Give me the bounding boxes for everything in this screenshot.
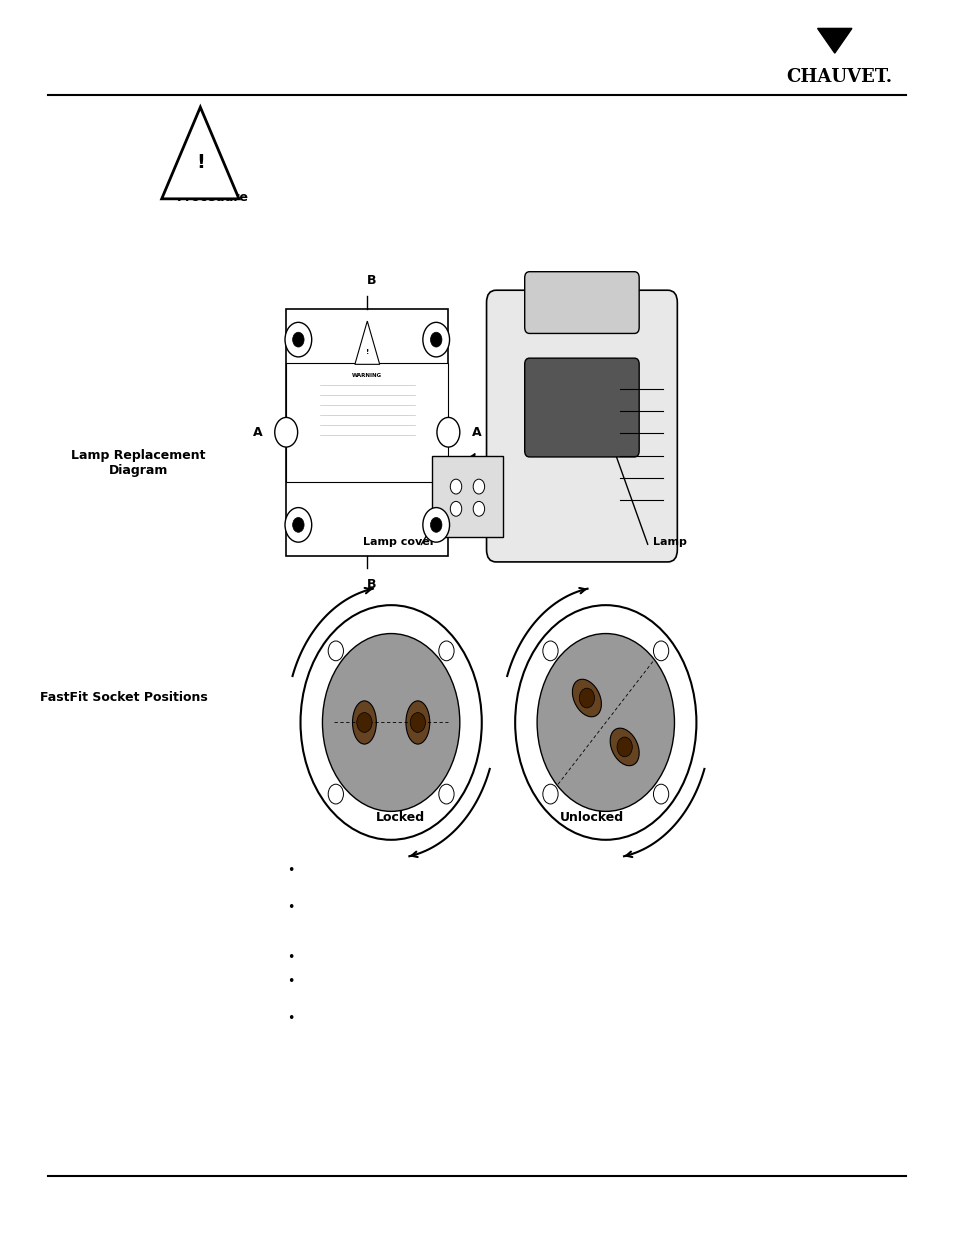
Circle shape: [438, 641, 454, 661]
Text: Lamp cover: Lamp cover: [362, 537, 435, 547]
Polygon shape: [355, 321, 379, 364]
Circle shape: [515, 605, 696, 840]
Polygon shape: [817, 28, 851, 53]
Text: !: !: [365, 350, 369, 354]
Text: •: •: [287, 1013, 294, 1025]
Text: WARNING: WARNING: [352, 373, 382, 378]
Circle shape: [450, 501, 461, 516]
Circle shape: [430, 332, 441, 347]
Circle shape: [422, 508, 449, 542]
Circle shape: [293, 332, 304, 347]
Polygon shape: [161, 107, 238, 199]
FancyBboxPatch shape: [524, 272, 639, 333]
Text: •: •: [287, 951, 294, 963]
Circle shape: [537, 634, 674, 811]
Circle shape: [473, 479, 484, 494]
Ellipse shape: [352, 701, 375, 743]
Circle shape: [293, 517, 304, 532]
Circle shape: [285, 322, 312, 357]
Text: Procedure: Procedure: [176, 191, 248, 205]
Text: Lamp: Lamp: [653, 537, 687, 547]
Circle shape: [285, 508, 312, 542]
Circle shape: [356, 713, 372, 732]
FancyBboxPatch shape: [486, 290, 677, 562]
Text: A: A: [253, 426, 262, 438]
Ellipse shape: [572, 679, 600, 716]
Circle shape: [430, 517, 441, 532]
Text: •: •: [287, 976, 294, 988]
Text: CHAUVET.: CHAUVET.: [785, 68, 892, 86]
Text: FastFit Socket Positions: FastFit Socket Positions: [40, 692, 208, 704]
Circle shape: [617, 737, 632, 757]
Circle shape: [450, 479, 461, 494]
Circle shape: [653, 641, 668, 661]
Polygon shape: [431, 457, 503, 536]
Text: A: A: [472, 426, 481, 438]
Circle shape: [274, 417, 297, 447]
Circle shape: [542, 641, 558, 661]
Circle shape: [578, 688, 594, 708]
Text: Unlocked: Unlocked: [558, 811, 623, 825]
Polygon shape: [286, 309, 448, 556]
Text: Lamp Replacement
Diagram: Lamp Replacement Diagram: [71, 450, 205, 477]
Circle shape: [542, 784, 558, 804]
Circle shape: [322, 634, 459, 811]
Circle shape: [328, 784, 343, 804]
Ellipse shape: [406, 701, 429, 743]
Circle shape: [328, 641, 343, 661]
Text: •: •: [287, 864, 294, 877]
FancyBboxPatch shape: [524, 358, 639, 457]
Text: •: •: [287, 902, 294, 914]
Polygon shape: [286, 363, 448, 482]
Ellipse shape: [610, 729, 639, 766]
Circle shape: [653, 784, 668, 804]
Text: B: B: [367, 273, 376, 287]
Circle shape: [436, 417, 459, 447]
Circle shape: [473, 501, 484, 516]
Circle shape: [410, 713, 425, 732]
Text: Locked: Locked: [375, 811, 425, 825]
Circle shape: [422, 322, 449, 357]
Text: B: B: [367, 578, 376, 592]
Text: !: !: [195, 153, 205, 172]
Circle shape: [438, 784, 454, 804]
Circle shape: [300, 605, 481, 840]
